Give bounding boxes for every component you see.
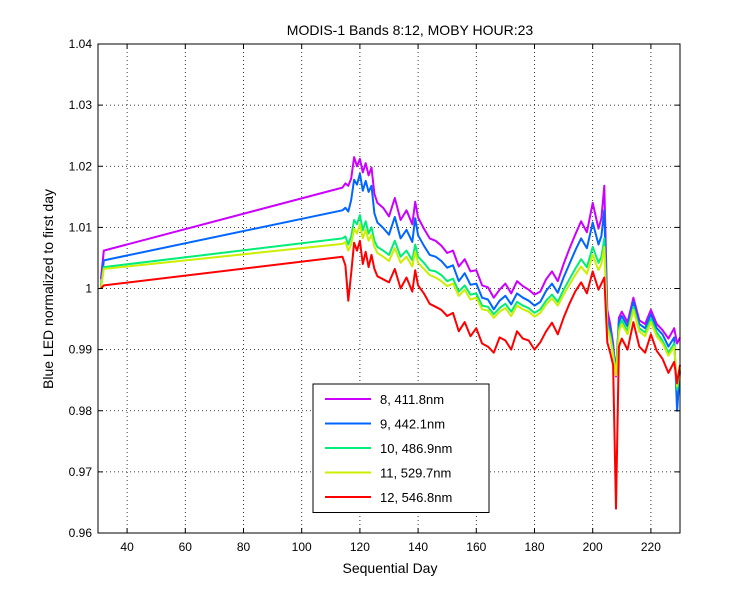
y-tick-label: 1.04: [69, 37, 93, 51]
x-axis-label: Sequential Day: [343, 560, 438, 576]
x-tick-label: 140: [408, 540, 428, 554]
legend-label: 10, 486.9nm: [380, 441, 452, 456]
y-tick-label: 1.03: [69, 98, 93, 112]
y-tick-label: 1.01: [69, 220, 93, 234]
x-tick-label: 40: [120, 540, 134, 554]
y-tick-label: 1: [85, 282, 92, 296]
series-lines: [99, 156, 681, 510]
y-tick-label: 0.99: [69, 343, 93, 357]
series-line-4: [99, 223, 681, 388]
gridlines: [98, 44, 680, 533]
x-tick-label: 180: [524, 540, 544, 554]
x-tick-label: 220: [641, 540, 661, 554]
x-tick-label: 80: [237, 540, 251, 554]
legend-label: 12, 546.8nm: [380, 490, 452, 505]
y-tick-label: 0.97: [69, 465, 93, 479]
legend-label: 8, 411.8nm: [380, 392, 444, 407]
legend: 8, 411.8nm 9, 442.1nm 10, 486.9nm 11, 529.7…: [312, 383, 490, 513]
chart-title: MODIS-1 Bands 8:12, MOBY HOUR:23: [287, 22, 534, 38]
series-line-5: [100, 239, 681, 510]
y-tick-label: 1.02: [69, 159, 93, 173]
series-line-3: [99, 214, 681, 391]
y-tick-label: 0.98: [69, 404, 93, 418]
x-tick-label: 120: [350, 540, 370, 554]
legend-label: 11, 529.7nm: [380, 466, 451, 481]
series-line-1: [99, 156, 681, 378]
y-axis-label: Blue LED normalized to first day: [40, 189, 56, 389]
y-tick-label: 0.96: [69, 526, 93, 540]
x-tick-label: 160: [466, 540, 486, 554]
x-tick-label: 200: [583, 540, 603, 554]
x-tick-label: 60: [179, 540, 193, 554]
legend-label: 9, 442.1nm: [380, 417, 445, 432]
axis-ticks: 40 60 80 100 120 140 160 180 200 220 0.96 0.97 0.98 0…: [69, 37, 680, 554]
series-line-2: [99, 172, 681, 412]
x-tick-label: 100: [292, 540, 312, 554]
